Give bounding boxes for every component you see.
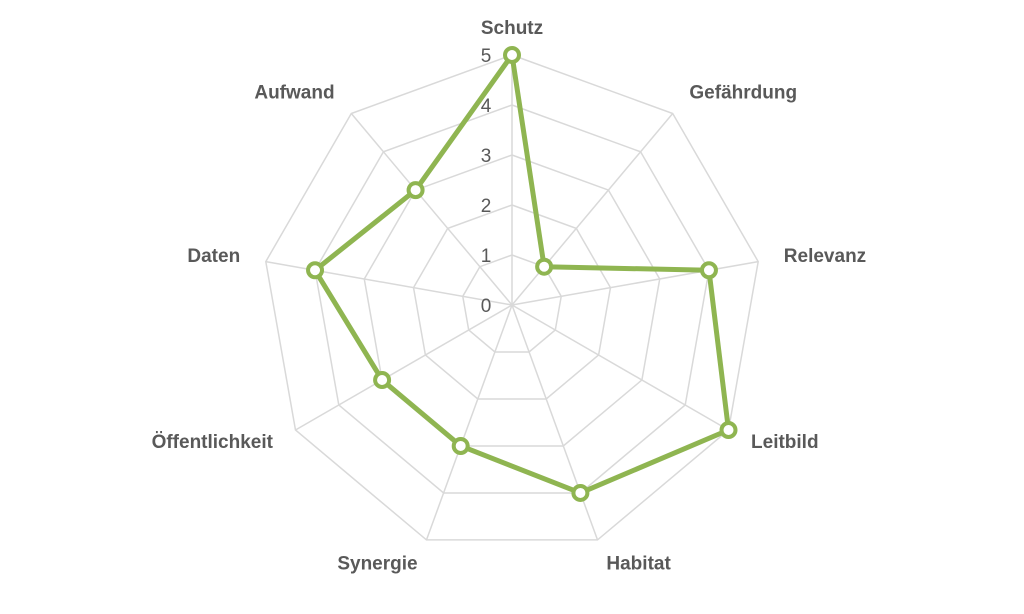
y-tick-label: 3 <box>481 146 492 167</box>
data-point <box>571 483 590 502</box>
category-label: Gefährdung <box>689 83 797 104</box>
grid-line <box>314 104 710 494</box>
spoke <box>511 304 729 431</box>
data-point <box>535 257 554 276</box>
grid-line <box>412 204 612 400</box>
spoke <box>425 304 513 541</box>
category-label: Habitat <box>606 553 671 574</box>
spoke <box>511 304 599 541</box>
spoke <box>265 260 513 306</box>
grid-line <box>363 154 661 447</box>
category-label: Daten <box>187 246 240 267</box>
y-tick-label: 2 <box>481 196 492 217</box>
data-point <box>306 261 325 280</box>
category-label: Öffentlichkeit <box>152 432 274 453</box>
category-label: Relevanz <box>784 246 866 267</box>
grid-line <box>265 54 759 541</box>
category-label: Aufwand <box>254 83 334 104</box>
y-tick-label: 4 <box>481 96 492 117</box>
data-point <box>406 181 425 200</box>
y-tick-label: 0 <box>481 296 492 317</box>
category-label: Schutz <box>481 18 543 39</box>
spoke <box>350 113 513 306</box>
data-point <box>503 46 521 64</box>
y-tick-label: 1 <box>481 246 492 267</box>
data-point <box>699 261 718 280</box>
y-tick-label: 5 <box>481 46 492 67</box>
series-line <box>312 52 732 496</box>
data-point <box>719 421 738 439</box>
category-label: Leitbild <box>751 432 819 453</box>
spoke <box>295 304 513 431</box>
grid-line <box>461 254 563 353</box>
data-point <box>373 371 392 389</box>
category-label: Synergie <box>337 553 417 574</box>
data-point <box>451 436 470 455</box>
